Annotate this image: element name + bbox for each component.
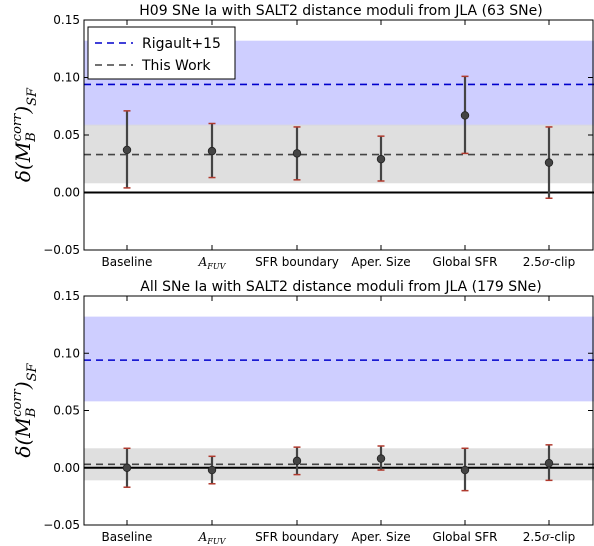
y-tick-label: 0.15 xyxy=(53,13,80,27)
x-tick-label: Baseline xyxy=(102,255,153,269)
x-tick-label: Aper. Size xyxy=(351,255,410,269)
x-tick-label: Global SFR xyxy=(433,530,498,544)
y-tick-label: 0.00 xyxy=(53,186,80,200)
legend-label: Rigault+15 xyxy=(142,36,221,52)
y-axis-label: δ(MBcorr)SF xyxy=(10,87,40,182)
y-tick-label: 0.10 xyxy=(53,346,80,360)
x-tick-label: 2.5σ-clip xyxy=(523,255,576,269)
data-point xyxy=(292,149,302,158)
y-tick-label: 0.15 xyxy=(53,289,80,303)
y-tick-label: −0.05 xyxy=(43,243,80,257)
y-tick-label: 0.05 xyxy=(53,404,80,418)
data-point xyxy=(292,456,302,466)
data-point xyxy=(207,465,217,475)
x-tick-label: 2.5σ-clip xyxy=(523,530,576,544)
data-point xyxy=(122,145,132,155)
data-point xyxy=(460,465,470,475)
confidence-band xyxy=(84,316,594,402)
legend: Rigault+15 This Work xyxy=(87,26,236,80)
x-tick-label: AFUV xyxy=(198,530,227,546)
y-tick-label: 0.10 xyxy=(53,71,80,85)
data-point xyxy=(544,458,554,468)
y-tick-label: 0.00 xyxy=(53,461,80,475)
legend-label: This Work xyxy=(141,58,211,74)
data-point xyxy=(122,463,132,472)
x-tick-label: Global SFR xyxy=(433,255,498,269)
chart-title: All SNe Ia with SALT2 distance moduli fr… xyxy=(140,279,541,295)
data-point xyxy=(376,154,386,164)
data-point xyxy=(207,146,217,156)
data-point xyxy=(544,158,554,167)
bottom-panel: 0.15 0.10 0.05 0.00 −0.05 All SNe Ia with SAL… xyxy=(43,279,594,532)
y-tick-label: −0.05 xyxy=(43,518,80,532)
x-tick-label: SFR boundary xyxy=(255,530,339,544)
x-tick-label: SFR boundary xyxy=(255,255,339,269)
data-point xyxy=(460,111,470,120)
legend-box xyxy=(87,26,236,80)
chart-title: H09 SNe Ia with SALT2 distance moduli fr… xyxy=(139,3,542,19)
data-point xyxy=(376,454,386,463)
y-tick-label: 0.05 xyxy=(53,128,80,142)
y-axis-label: δ(MBcorr)SF xyxy=(10,362,40,457)
x-tick-label: AFUV xyxy=(198,255,227,271)
x-tick-label: Baseline xyxy=(102,530,153,544)
x-tick-label: Aper. Size xyxy=(351,530,410,544)
top-panel: 0.15 0.10 0.05 0.00 −0.05 H09 SNe Ia with SAL… xyxy=(43,3,594,257)
